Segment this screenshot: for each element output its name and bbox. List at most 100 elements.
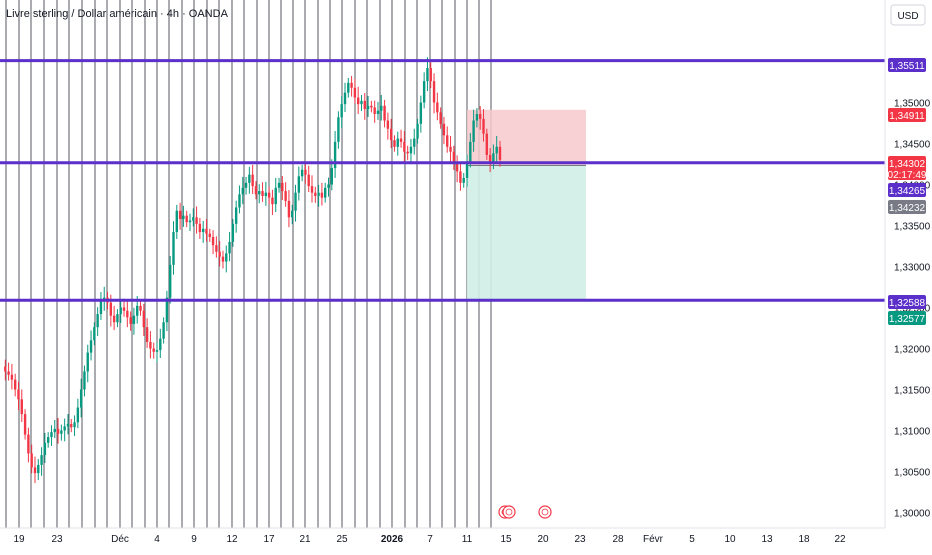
event-flag-icon[interactable] bbox=[538, 505, 552, 519]
candle-body-68[interactable] bbox=[225, 253, 228, 262]
candle-body-20[interactable] bbox=[66, 423, 70, 427]
candle-body-140[interactable] bbox=[462, 177, 465, 183]
candle-body-40[interactable] bbox=[132, 315, 136, 324]
candle-body-128[interactable] bbox=[422, 81, 426, 103]
candle-body-119[interactable] bbox=[393, 140, 396, 147]
candle-body-99[interactable] bbox=[327, 184, 330, 188]
candle-body-123[interactable] bbox=[406, 151, 409, 154]
candle-body-39[interactable] bbox=[129, 317, 132, 324]
candle-body-112[interactable] bbox=[370, 105, 373, 108]
candle-body-150[interactable] bbox=[495, 146, 498, 154]
candle-body-69[interactable] bbox=[228, 241, 231, 254]
candle-body-127[interactable] bbox=[419, 102, 423, 124]
candle-body-138[interactable] bbox=[455, 163, 459, 172]
candle-body-12[interactable] bbox=[40, 455, 43, 465]
candle-body-29[interactable] bbox=[96, 314, 99, 328]
candle-body-115[interactable] bbox=[380, 105, 383, 111]
candle-body-96[interactable] bbox=[317, 192, 320, 196]
candle-body-103[interactable] bbox=[340, 104, 343, 118]
candle-body-129[interactable] bbox=[426, 68, 429, 82]
candle-body-10[interactable] bbox=[33, 467, 37, 474]
candle-body-51[interactable] bbox=[168, 264, 172, 298]
candle-body-143[interactable] bbox=[472, 120, 475, 142]
candle-body-66[interactable] bbox=[218, 251, 221, 257]
candle-body-28[interactable] bbox=[93, 327, 96, 341]
candle-body-137[interactable] bbox=[452, 151, 456, 164]
candle-body-102[interactable] bbox=[337, 117, 340, 142]
candle-body-101[interactable] bbox=[333, 141, 337, 169]
candle-body-146[interactable] bbox=[482, 118, 485, 134]
candle-body-106[interactable] bbox=[350, 82, 353, 88]
candle-body-44[interactable] bbox=[145, 327, 149, 342]
candle-body-118[interactable] bbox=[389, 128, 393, 141]
candle-body-72[interactable] bbox=[238, 194, 241, 208]
candle-body-91[interactable] bbox=[300, 169, 304, 177]
candle-body-110[interactable] bbox=[363, 100, 366, 110]
candle-body-53[interactable] bbox=[175, 210, 178, 233]
candle-body-65[interactable] bbox=[215, 245, 218, 252]
candle-body-135[interactable] bbox=[446, 135, 449, 147]
candle-body-59[interactable] bbox=[195, 217, 198, 224]
candle-body-49[interactable] bbox=[162, 322, 165, 339]
candle-body-93[interactable] bbox=[307, 174, 310, 187]
candle-body-125[interactable] bbox=[413, 138, 416, 147]
candle-body-36[interactable] bbox=[119, 307, 122, 315]
candle-body-89[interactable] bbox=[294, 192, 297, 211]
candle-body-145[interactable] bbox=[479, 113, 482, 119]
candle-body-57[interactable] bbox=[188, 220, 192, 223]
candle-body-151[interactable] bbox=[498, 146, 502, 160]
candle-body-130[interactable] bbox=[429, 68, 432, 82]
candle-body-54[interactable] bbox=[178, 210, 182, 219]
candle-body-19[interactable] bbox=[63, 426, 66, 431]
candles-layer[interactable] bbox=[4, 57, 502, 483]
candle-body-100[interactable] bbox=[330, 168, 334, 185]
candle-body-61[interactable] bbox=[201, 228, 205, 233]
candle-body-21[interactable] bbox=[70, 423, 73, 428]
candle-body-3[interactable] bbox=[10, 374, 14, 380]
candle-body-132[interactable] bbox=[436, 102, 439, 113]
candle-body-147[interactable] bbox=[485, 133, 489, 155]
candle-body-42[interactable] bbox=[139, 305, 142, 311]
candle-body-81[interactable] bbox=[267, 192, 271, 198]
candle-body-87[interactable] bbox=[287, 200, 291, 218]
candle-body-75[interactable] bbox=[248, 174, 251, 183]
position-tool[interactable] bbox=[467, 109, 586, 302]
candle-body-9[interactable] bbox=[30, 453, 33, 468]
candle-body-82[interactable] bbox=[271, 197, 274, 205]
candle-body-95[interactable] bbox=[314, 192, 317, 196]
candle-body-48[interactable] bbox=[159, 338, 162, 351]
candle-body-8[interactable] bbox=[27, 434, 30, 454]
candle-body-149[interactable] bbox=[492, 153, 495, 164]
take-profit-zone[interactable] bbox=[467, 165, 586, 302]
candle-body-60[interactable] bbox=[198, 223, 202, 233]
candle-body-104[interactable] bbox=[343, 92, 347, 105]
candle-body-142[interactable] bbox=[469, 141, 472, 162]
candle-body-35[interactable] bbox=[116, 314, 119, 323]
candle-body-45[interactable] bbox=[149, 341, 152, 349]
candle-body-90[interactable] bbox=[297, 176, 301, 193]
candle-body-2[interactable] bbox=[7, 371, 10, 375]
candle-body-92[interactable] bbox=[304, 169, 307, 175]
candle-body-122[interactable] bbox=[403, 141, 406, 152]
candle-body-63[interactable] bbox=[208, 233, 211, 237]
candle-body-7[interactable] bbox=[23, 414, 27, 435]
candle-body-71[interactable] bbox=[234, 207, 238, 224]
candle-body-13[interactable] bbox=[43, 442, 47, 456]
candle-body-126[interactable] bbox=[416, 123, 419, 139]
candle-body-141[interactable] bbox=[465, 161, 469, 178]
candle-body-50[interactable] bbox=[165, 297, 169, 323]
candle-body-18[interactable] bbox=[60, 430, 63, 434]
candle-body-22[interactable] bbox=[73, 422, 76, 428]
candle-body-5[interactable] bbox=[17, 389, 20, 400]
candle-body-116[interactable] bbox=[383, 105, 386, 121]
candle-body-94[interactable] bbox=[310, 186, 314, 193]
candle-body-30[interactable] bbox=[99, 300, 103, 315]
candle-body-124[interactable] bbox=[409, 146, 413, 154]
candle-body-84[interactable] bbox=[277, 182, 281, 188]
candle-body-38[interactable] bbox=[126, 310, 129, 318]
candle-body-24[interactable] bbox=[79, 389, 83, 408]
candle-body-114[interactable] bbox=[376, 110, 380, 114]
candle-body-88[interactable] bbox=[291, 210, 294, 218]
candle-body-11[interactable] bbox=[37, 464, 40, 474]
